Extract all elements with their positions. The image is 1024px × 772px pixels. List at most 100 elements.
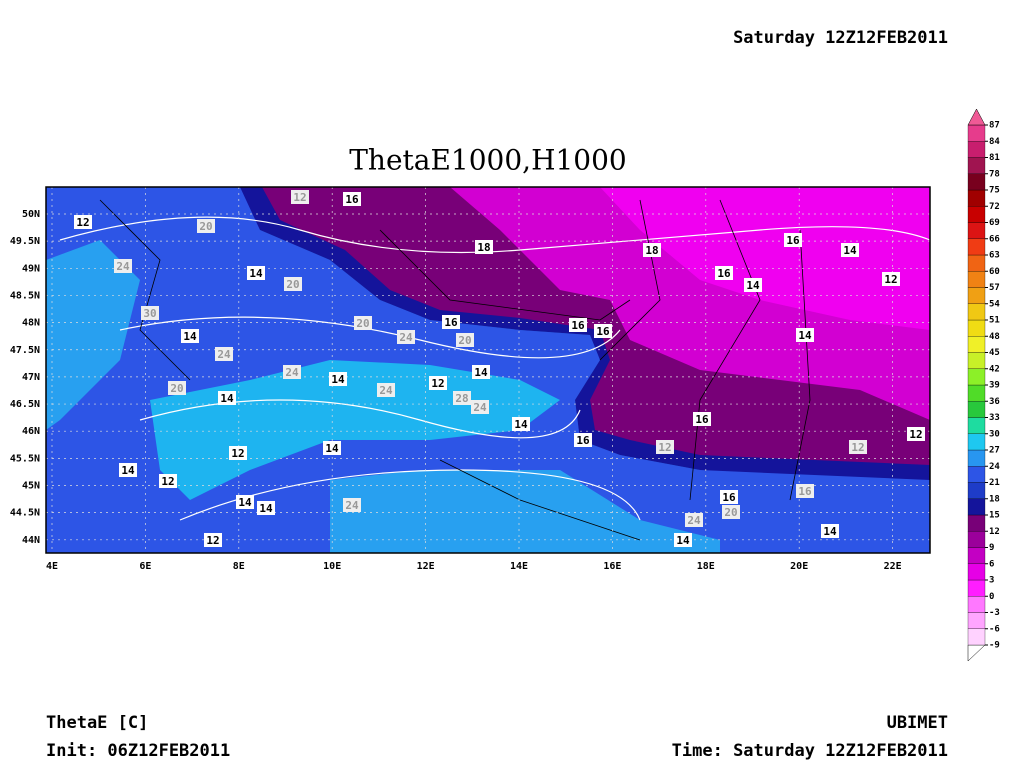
- colorbar-segment: [967, 141, 986, 158]
- colorbar-segment: [967, 628, 986, 646]
- contour-label-box: [882, 272, 900, 286]
- contour-label: 12: [431, 377, 444, 390]
- contour-label-box: [722, 505, 740, 519]
- contour-label: 16: [345, 193, 359, 206]
- contour-label: 20: [170, 382, 183, 395]
- colorbar-label: 9: [989, 543, 994, 553]
- field-sea: [330, 470, 720, 553]
- contour-label-box: [284, 277, 302, 291]
- contour-label: 12: [658, 441, 671, 454]
- colorbar-label: 63: [989, 251, 1000, 261]
- lat-label: 49.5N: [10, 236, 40, 247]
- contour-label-box: [907, 427, 925, 441]
- graticule: 50N 49.5N 49N 48.5N 48N 47.5N 47N 46.5N 46N 45.5N…: [10, 187, 930, 572]
- time: Time: Saturday 12Z12FEB2011: [672, 741, 948, 761]
- contour-label: 12: [851, 441, 864, 454]
- contour-label-box: [397, 330, 415, 344]
- contour-label: 14: [823, 525, 837, 538]
- contour-label: 20: [356, 317, 369, 330]
- colorbar-label: -3: [989, 608, 1000, 618]
- colorbar-segment: [967, 449, 986, 467]
- contour-label-box: [456, 333, 474, 347]
- colorbar-segment: [967, 319, 986, 337]
- contour-label: 18: [645, 244, 658, 257]
- contour-label: 14: [331, 373, 345, 386]
- contour-label-box: [343, 498, 361, 512]
- colorbar-segment: [967, 547, 986, 564]
- colorbar-label: 57: [989, 283, 1000, 293]
- contour-label: 16: [571, 319, 585, 332]
- contour-label: 14: [259, 502, 273, 515]
- colorbar-label: 27: [989, 446, 1000, 456]
- init-time: Init: 06Z12FEB2011: [46, 741, 230, 761]
- contour-label: 20: [724, 506, 737, 519]
- lat-label: 48.5N: [10, 290, 40, 301]
- contour-label-box: [74, 215, 92, 229]
- contour-label-box: [693, 412, 711, 426]
- map-frame: [45, 186, 931, 554]
- colorbar-segment: [967, 222, 986, 239]
- contour-label-box: [475, 240, 493, 254]
- colorbar-label: 87: [989, 121, 1000, 131]
- colorbar-triangle-high: [967, 108, 986, 126]
- lat-label: 47.5N: [10, 345, 40, 356]
- contour-label: 12: [293, 191, 306, 204]
- colorbar-triangle-low: [967, 644, 986, 662]
- contour-label-box: [247, 266, 265, 280]
- colorbar-segment: [967, 384, 986, 402]
- contour-label-box: [181, 329, 199, 343]
- lon-label: 8E: [233, 561, 245, 572]
- contour-label: 16: [722, 491, 736, 504]
- colorbar-segment: [967, 368, 986, 386]
- contour-label: 12: [161, 475, 174, 488]
- colorbar-segment: [967, 124, 986, 142]
- colorbar-label: 42: [989, 364, 1000, 374]
- colorbar-segment: [967, 417, 986, 434]
- contour-label: 30: [143, 307, 156, 320]
- contour-label: 12: [909, 428, 922, 441]
- colorbar-label: 12: [989, 527, 1000, 537]
- contour-label-box: [218, 391, 236, 405]
- colorbar-label: 69: [989, 218, 1000, 228]
- contour-label: 16: [576, 434, 590, 447]
- lon-label: 22E: [884, 561, 902, 572]
- lat-label: 50N: [22, 209, 40, 220]
- contour-label-box: [796, 328, 814, 342]
- lon-label: 4E: [46, 561, 58, 572]
- colorbar-label: 48: [989, 332, 1000, 342]
- colorbar-segment: [967, 482, 986, 499]
- contour-label: 18: [477, 241, 490, 254]
- colorbar-segment: [967, 466, 986, 483]
- contour-label-box: [168, 381, 186, 395]
- colorbar-segment: [967, 157, 986, 174]
- contour-label: 16: [695, 413, 709, 426]
- source: UBIMET: [887, 713, 948, 733]
- contour-label: 24: [379, 384, 393, 397]
- contour-label-box: [841, 243, 859, 257]
- lat-label: 45N: [22, 481, 40, 492]
- contour-label-box: [377, 383, 395, 397]
- contour-label-box: [215, 347, 233, 361]
- colorbar-segment: [967, 254, 986, 272]
- colorbar-label: 21: [989, 478, 1000, 488]
- contour-label-box: [674, 533, 692, 547]
- colorbar-label: 30: [989, 429, 1000, 439]
- colorbar-segment: [967, 173, 986, 191]
- contour-label-box: [471, 400, 489, 414]
- contour-label-box: [574, 433, 592, 447]
- contour-label: 24: [217, 348, 231, 361]
- contour-label-box: [354, 316, 372, 330]
- contour-label: 14: [514, 418, 528, 431]
- contour-label-box: [323, 441, 341, 455]
- valid-time: Saturday 12Z12FEB2011: [733, 28, 948, 48]
- contour-label-box: [656, 440, 674, 454]
- contour-label-box: [229, 446, 247, 460]
- contour-label-box: [849, 440, 867, 454]
- colorbar-segment: [967, 596, 986, 613]
- contour-label: 14: [474, 366, 488, 379]
- contour-label: 16: [444, 316, 458, 329]
- colorbar-segment: [967, 563, 986, 581]
- contour-label-box: [429, 376, 447, 390]
- colorbar-label: 24: [989, 462, 1000, 472]
- colorbar-segment: [967, 579, 986, 597]
